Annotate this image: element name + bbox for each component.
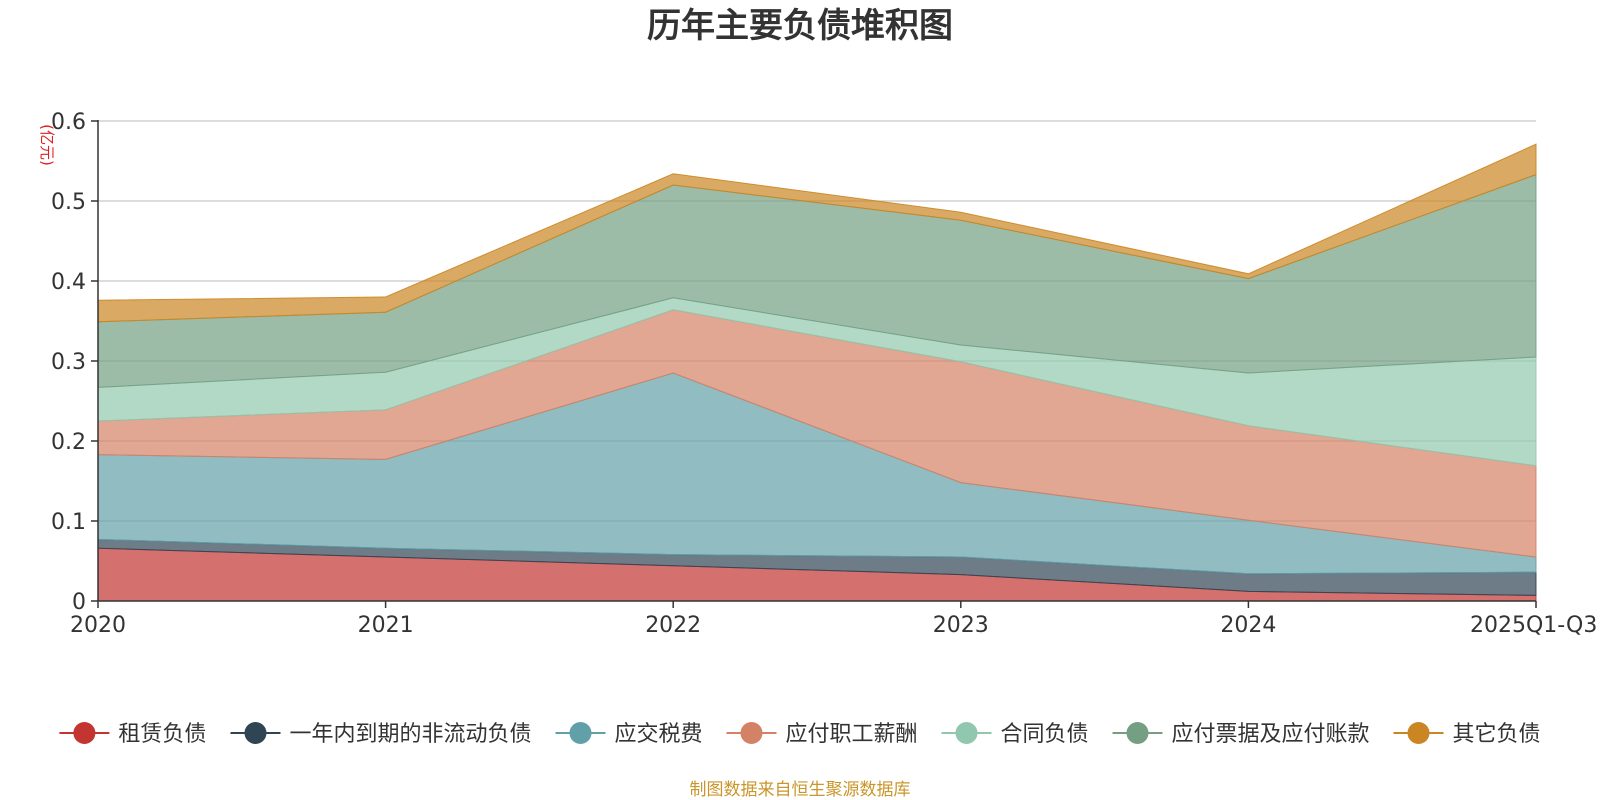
chart-title: 历年主要负债堆积图 [647,6,953,46]
y-axis-unit-label: (亿元) [38,124,56,166]
y-tick-label: 0.2 [51,430,86,455]
legend-item-2: 一年内到期的非流动负债 [230,722,532,747]
area-series-7 [97,143,1537,323]
legend-label: 合同负债 [1001,722,1089,747]
legend-label: 租赁负债 [118,722,206,747]
legend-label: 应付职工薪酬 [786,722,918,747]
legend-swatch-marker [1126,722,1149,744]
legend-item-1: 租赁负债 [59,722,206,747]
legend-swatch-marker [73,722,96,744]
x-tick-label: 2021 [358,613,414,638]
x-tick-label: 2025Q1-Q3 [1470,613,1597,638]
legend-item-7: 其它负债 [1393,722,1541,747]
legend-label: 其它负债 [1453,722,1541,747]
y-tick-label: 0.6 [51,110,86,135]
area-series-layer [97,143,1537,602]
y-tick-label: 0.4 [51,270,86,295]
legend-item-5: 合同负债 [941,722,1089,747]
axes: 0 0.1 0.2 0.3 0.4 0.5 0.6 2020 2021 2022 2023 2024 2… [51,110,1597,638]
x-tick-label: 2024 [1220,613,1276,638]
legend-swatch-marker [955,722,978,744]
legend-swatch-marker [1407,722,1430,744]
legend-item-4: 应付职工薪酬 [726,722,918,747]
x-tick-label: 2022 [645,613,701,638]
legend-swatch-marker [244,722,267,744]
y-tick-label: 0.1 [51,510,86,535]
y-tick-label: 0.3 [51,350,86,375]
legend-swatch-marker [740,722,763,744]
legend-swatch-marker [569,722,592,744]
legend-label: 一年内到期的非流动负债 [290,722,532,747]
legend-item-3: 应交税费 [555,722,703,747]
legend: 租赁负债 一年内到期的非流动负债 应交税费 应付职工薪酬 合同负债 应付票据及应付账款 其它… [59,722,1541,747]
x-tick-label: 2020 [70,613,126,638]
source-note: 制图数据来自恒生聚源数据库 [690,780,911,800]
legend-label: 应交税费 [615,722,703,747]
legend-item-6: 应付票据及应付账款 [1112,722,1370,747]
y-tick-label: 0.5 [51,190,86,215]
legend-label: 应付票据及应付账款 [1172,722,1370,747]
x-tick-label: 2023 [933,613,989,638]
y-tick-label: 0 [72,590,86,615]
